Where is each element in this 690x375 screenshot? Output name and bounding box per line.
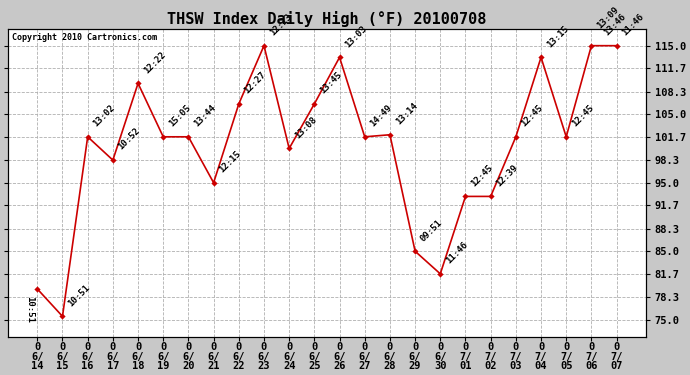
Text: 12:39: 12:39 [495, 163, 520, 188]
Point [611, 43, 622, 49]
Point [82, 134, 93, 140]
Text: 13:09
13:46: 13:09 13:46 [595, 5, 628, 38]
Text: 13:15: 13:15 [545, 24, 570, 49]
Text: 13:14: 13:14 [394, 101, 419, 126]
Text: 12:45: 12:45 [469, 163, 495, 188]
Point [259, 43, 270, 49]
Point [132, 80, 144, 86]
Text: 10:51: 10:51 [66, 283, 92, 308]
Text: 09:51: 09:51 [419, 217, 444, 243]
Point [57, 314, 68, 320]
Title: THSW Index Daily High (°F) 20100708: THSW Index Daily High (°F) 20100708 [167, 11, 486, 27]
Text: 13:08: 13:08 [293, 115, 318, 140]
Text: 11:46: 11:46 [444, 240, 469, 266]
Text: 12:13: 12:13 [268, 12, 293, 38]
Text: 11:46: 11:46 [620, 12, 646, 38]
Point [561, 134, 572, 140]
Text: Copyright 2010 Cartronics.com: Copyright 2010 Cartronics.com [12, 33, 157, 42]
Text: 12:15: 12:15 [217, 149, 243, 174]
Text: 13:45: 13:45 [318, 70, 344, 96]
Text: 13:02: 13:02 [92, 103, 117, 129]
Text: 12:27: 12:27 [243, 70, 268, 96]
Point [511, 134, 522, 140]
Text: 12:45: 12:45 [520, 103, 545, 129]
Point [309, 101, 320, 107]
Point [460, 194, 471, 200]
Text: 12:45: 12:45 [570, 103, 595, 129]
Text: 13:03: 13:03 [344, 24, 368, 49]
Point [535, 54, 546, 60]
Point [410, 248, 421, 254]
Point [435, 271, 446, 277]
Text: 10:51: 10:51 [26, 296, 34, 322]
Point [334, 54, 345, 60]
Text: 10:52: 10:52 [117, 126, 142, 152]
Text: 12:22: 12:22 [142, 50, 167, 75]
Point [108, 157, 119, 163]
Point [485, 194, 496, 200]
Text: 14:49: 14:49 [368, 103, 394, 129]
Text: 15:05: 15:05 [167, 103, 193, 129]
Point [158, 134, 169, 140]
Point [233, 101, 244, 107]
Point [284, 146, 295, 152]
Text: 13:44: 13:44 [193, 103, 217, 129]
Point [183, 134, 194, 140]
Point [32, 286, 43, 292]
Point [384, 132, 395, 138]
Point [208, 180, 219, 186]
Point [359, 134, 371, 140]
Point [586, 43, 597, 49]
